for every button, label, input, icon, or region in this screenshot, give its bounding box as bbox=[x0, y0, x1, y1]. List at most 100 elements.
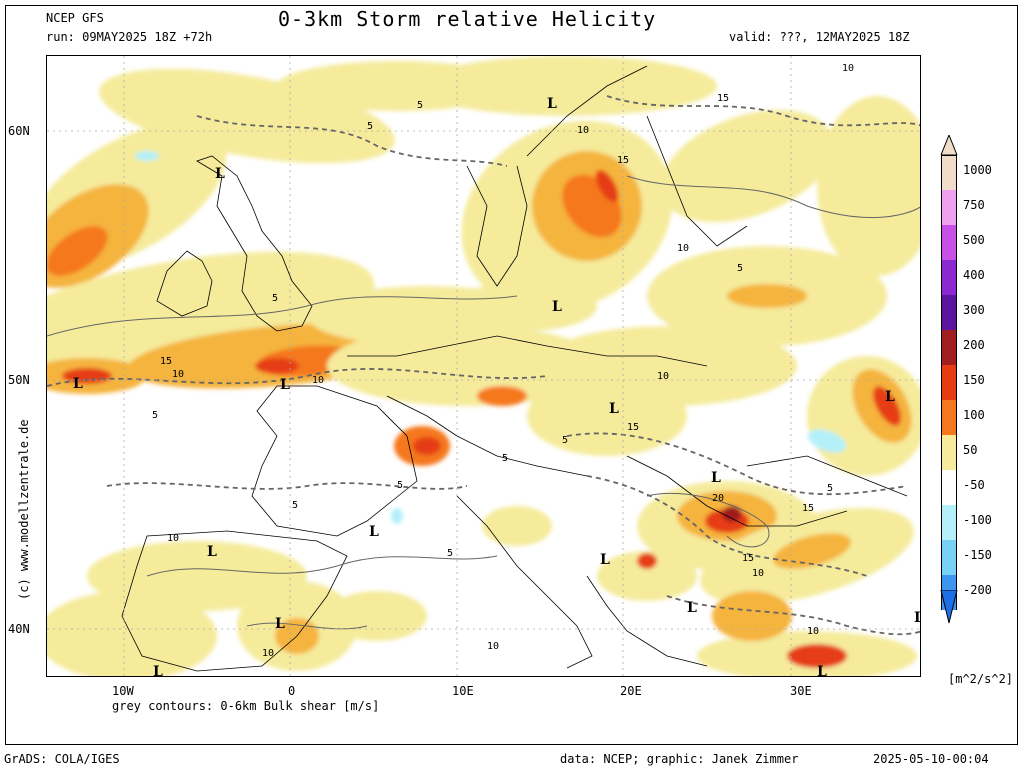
helicity-area bbox=[787, 644, 847, 668]
lon-label-0: 0 bbox=[288, 684, 296, 698]
map-title: 0-3km Storm relative Helicity bbox=[278, 7, 657, 31]
legend-swatch bbox=[941, 155, 957, 190]
contour-label: 15 bbox=[742, 553, 754, 564]
helicity-area bbox=[457, 281, 597, 331]
shear-contour bbox=[106, 482, 468, 490]
contour-label: 10 bbox=[172, 369, 184, 380]
helicity-area bbox=[47, 226, 108, 276]
low-marker: L bbox=[280, 377, 290, 393]
grads-credit: GrADS: COLA/IGES bbox=[4, 752, 120, 766]
legend-label-750: 750 bbox=[963, 198, 985, 212]
shear-contour bbox=[666, 595, 920, 636]
lon-label-10w: 10W bbox=[112, 684, 134, 698]
lon-label-30e: 30E bbox=[790, 684, 812, 698]
legend-label-100: 100 bbox=[963, 408, 985, 422]
contour-label: 5 bbox=[397, 480, 403, 491]
contour-label: 5 bbox=[737, 263, 743, 274]
contour-label: 10 bbox=[167, 533, 179, 544]
legend-swatch bbox=[941, 540, 957, 575]
helicity-area bbox=[727, 284, 807, 308]
low-marker: L bbox=[207, 544, 217, 560]
helicity-area bbox=[722, 506, 742, 522]
shear-contour bbox=[586, 475, 868, 577]
legend-label-400: 400 bbox=[963, 268, 985, 282]
lat-lon-grid bbox=[47, 56, 920, 676]
boundary-line bbox=[626, 455, 848, 527]
legend-swatch bbox=[941, 330, 957, 365]
helicity-area bbox=[62, 368, 112, 384]
contour-label: 10 bbox=[577, 125, 589, 136]
lon-label-10e: 10E bbox=[452, 684, 474, 698]
helicity-area bbox=[637, 553, 657, 569]
plot-frame bbox=[5, 5, 1018, 745]
helicity-area bbox=[417, 56, 717, 116]
low-marker: L bbox=[687, 600, 697, 616]
contour-label: 10 bbox=[487, 641, 499, 652]
low-marker: L bbox=[711, 470, 721, 486]
helicity-area bbox=[537, 326, 797, 406]
contour-label: 5 bbox=[367, 121, 373, 132]
legend-swatch bbox=[941, 400, 957, 435]
shear-contour bbox=[196, 115, 508, 167]
helicity-shading bbox=[47, 56, 920, 676]
low-marker: L bbox=[547, 96, 557, 112]
shear-contour bbox=[626, 175, 920, 219]
legend-swatch bbox=[941, 295, 957, 330]
low-pressure-markers: L L L L L L L L L L L L L L L L bbox=[73, 96, 921, 677]
helicity-area bbox=[477, 386, 527, 406]
contour-label: 5 bbox=[417, 100, 423, 111]
helicity-area bbox=[712, 591, 792, 641]
contour-label: 10 bbox=[312, 375, 324, 386]
bulk-shear-contours bbox=[47, 95, 920, 636]
legend-label-minus100: -100 bbox=[963, 513, 992, 527]
boundary-line bbox=[646, 115, 748, 247]
helicity-area bbox=[873, 386, 901, 426]
legend-swatch bbox=[941, 365, 957, 400]
contour-label: 5 bbox=[292, 500, 298, 511]
legend-units: [m^2/s^2] bbox=[948, 672, 1014, 686]
legend-swatch bbox=[941, 225, 957, 260]
helicity-area bbox=[597, 551, 697, 601]
contour-label: 20 bbox=[712, 493, 724, 504]
legend-swatch bbox=[941, 190, 957, 225]
contour-label: 5 bbox=[562, 435, 568, 446]
lat-label-60n: 60N bbox=[8, 124, 30, 138]
helicity-area bbox=[817, 96, 920, 276]
helicity-area bbox=[47, 591, 217, 676]
legend-top-arrow bbox=[940, 135, 958, 155]
map-canvas: LLLLLLLLLLLLLLLL 55101510151055151010510… bbox=[47, 56, 921, 677]
low-marker: L bbox=[914, 610, 921, 626]
contour-label: 10 bbox=[807, 626, 819, 637]
boundary-line bbox=[196, 155, 313, 332]
boundary-line bbox=[347, 335, 708, 367]
helicity-area bbox=[660, 109, 834, 223]
low-marker: L bbox=[215, 166, 225, 182]
contour-label: 15 bbox=[802, 503, 814, 514]
helicity-area bbox=[413, 437, 441, 455]
contour-label: 15 bbox=[627, 422, 639, 433]
low-marker: L bbox=[73, 376, 83, 392]
coastlines bbox=[121, 65, 908, 672]
boundary-line bbox=[526, 65, 648, 157]
model-name: NCEP GFS bbox=[46, 11, 104, 25]
contour-label: 5 bbox=[447, 548, 453, 559]
legend-label-200: 200 bbox=[963, 338, 985, 352]
low-marker: L bbox=[153, 664, 163, 677]
legend-swatch bbox=[941, 260, 957, 295]
legend-label-300: 300 bbox=[963, 303, 985, 317]
helicity-map: LLLLLLLLLLLLLLLL 55101510151055151010510… bbox=[46, 55, 921, 677]
legend-label-minus150: -150 bbox=[963, 548, 992, 562]
boundary-line bbox=[251, 385, 418, 537]
contour-label: 15 bbox=[717, 93, 729, 104]
run-info: run: 09MAY2025 18Z +72h bbox=[46, 30, 213, 44]
website-credit: (c) www.modellzentrale.de bbox=[17, 419, 31, 600]
contour-label: 10 bbox=[262, 648, 274, 659]
legend-swatch bbox=[941, 435, 957, 470]
contour-label: 10 bbox=[677, 243, 689, 254]
contour-label: 10 bbox=[752, 568, 764, 579]
low-marker: L bbox=[885, 389, 895, 405]
low-marker: L bbox=[817, 664, 827, 677]
low-marker: L bbox=[275, 616, 285, 632]
valid-time: valid: ???, 12MAY2025 18Z bbox=[729, 30, 910, 44]
legend-label-150: 150 bbox=[963, 373, 985, 387]
